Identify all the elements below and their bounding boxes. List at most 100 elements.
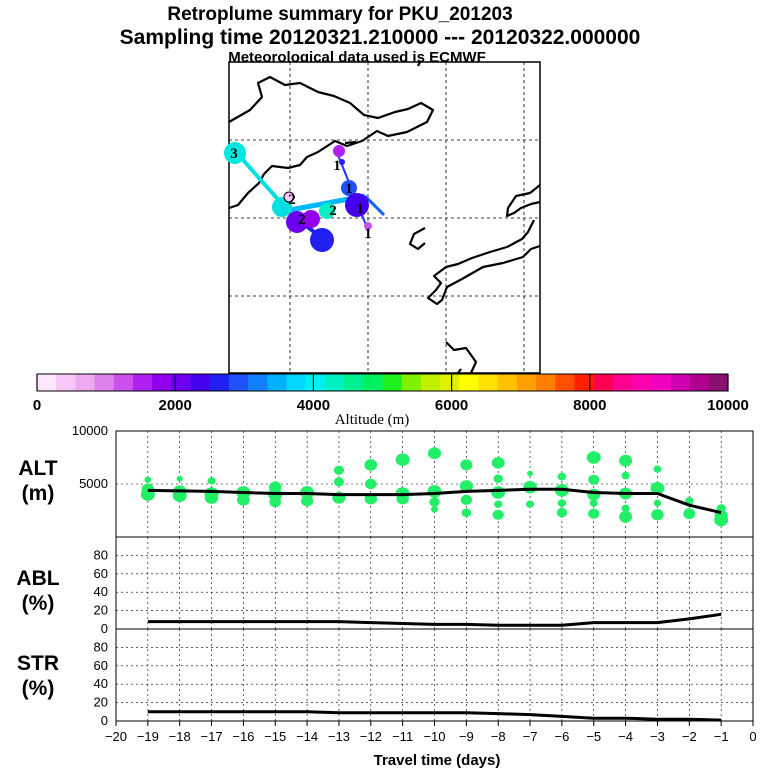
scatter-point bbox=[176, 475, 183, 482]
scatter-point bbox=[653, 499, 662, 507]
scatter-point bbox=[204, 491, 219, 504]
colorbar-swatch bbox=[324, 374, 345, 391]
scatter-point bbox=[460, 494, 473, 505]
colorbar-ticks: 0 2000 4000 6000 8000 10000 bbox=[33, 374, 749, 414]
series-line bbox=[147, 710, 722, 722]
y-tick-label: 80 bbox=[94, 547, 108, 562]
day-marker: 1 bbox=[356, 201, 364, 217]
scatter-point bbox=[557, 499, 567, 507]
y-tick-label: 60 bbox=[94, 566, 108, 581]
scatter-point bbox=[427, 447, 442, 460]
x-tick-label: −2 bbox=[682, 729, 697, 744]
colorbar-swatch bbox=[56, 374, 76, 391]
scatter-point bbox=[526, 500, 535, 508]
x-tick-label: −1 bbox=[714, 729, 729, 744]
map-gridlines bbox=[229, 62, 540, 373]
scatter-point bbox=[621, 504, 630, 513]
colorbar-swatch bbox=[382, 374, 403, 391]
colorbar-swatch bbox=[593, 374, 614, 391]
scatter-point bbox=[333, 477, 345, 487]
plume-dot bbox=[302, 210, 320, 228]
altitude-colorbar bbox=[37, 374, 729, 391]
day-marker: 3 bbox=[230, 146, 238, 162]
y-tick-label: 5000 bbox=[79, 476, 108, 491]
day-marker: 2 bbox=[298, 212, 306, 228]
colorbar-tick-label: 0 bbox=[33, 397, 41, 414]
scatter-point bbox=[653, 465, 662, 473]
scatter-point bbox=[588, 508, 600, 519]
trajectory-segment bbox=[363, 194, 386, 217]
scatter-point bbox=[494, 500, 503, 508]
scatter-point bbox=[268, 481, 282, 493]
str-panel-unit: (%) bbox=[22, 677, 55, 700]
colorbar-swatch bbox=[536, 374, 556, 391]
colorbar-swatch bbox=[305, 374, 326, 391]
colorbar-swatch bbox=[94, 374, 115, 391]
colorbar-swatch bbox=[708, 374, 729, 391]
map-coastlines bbox=[228, 61, 541, 374]
colorbar-tick-label: 8000 bbox=[573, 397, 606, 414]
scatter-point bbox=[460, 459, 473, 471]
trajectory-segment bbox=[234, 150, 284, 206]
x-tick-label: −5 bbox=[586, 729, 601, 744]
colorbar-swatch bbox=[113, 374, 134, 391]
y-tick-label: 0 bbox=[101, 713, 108, 728]
plume-dot bbox=[319, 203, 335, 219]
colorbar-tick-label: 2000 bbox=[159, 397, 192, 414]
scatter-point bbox=[619, 510, 633, 523]
day-marker: 2 bbox=[329, 203, 337, 219]
scatter-point bbox=[589, 499, 598, 507]
y-tick-label: 60 bbox=[94, 658, 108, 673]
scatter-point bbox=[527, 470, 534, 477]
scatter-point bbox=[427, 485, 442, 498]
colorbar-swatch bbox=[401, 374, 422, 391]
colorbar-swatch bbox=[440, 374, 460, 391]
scatter-point bbox=[269, 496, 282, 508]
scatter-point bbox=[493, 474, 503, 484]
colorbar-swatch bbox=[190, 374, 211, 391]
scatter-point bbox=[172, 489, 187, 502]
scatter-point bbox=[365, 478, 377, 490]
colorbar-swatch bbox=[152, 374, 172, 391]
x-tick-label: −4 bbox=[618, 729, 633, 744]
y-tick-label: 40 bbox=[94, 584, 108, 599]
scatter-point bbox=[557, 472, 567, 481]
y-tick-label: 80 bbox=[94, 639, 108, 654]
day-marker: 2 bbox=[288, 192, 296, 208]
scatter-point bbox=[523, 480, 537, 494]
colorbar-swatch bbox=[344, 374, 364, 391]
series-line bbox=[147, 487, 722, 515]
colorbar-swatch bbox=[651, 374, 671, 391]
colorbar-swatch bbox=[612, 374, 633, 391]
x-tick-label: −9 bbox=[459, 729, 474, 744]
colorbar-swatch bbox=[37, 374, 57, 391]
scatter-point bbox=[461, 508, 472, 517]
x-tick-label: −10 bbox=[423, 729, 445, 744]
day-marker: 1 bbox=[333, 158, 341, 174]
panel-alt: 10000 5000 bbox=[72, 423, 754, 538]
colorbar-swatch bbox=[516, 374, 537, 391]
colorbar-swatch bbox=[132, 374, 153, 391]
colorbar-tick-label: 10000 bbox=[707, 397, 749, 414]
x-tick-label: −6 bbox=[554, 729, 569, 744]
plume-dot bbox=[341, 180, 357, 196]
x-tick-label: −14 bbox=[296, 729, 318, 744]
title-line-2: Sampling time 20120321.210000 --- 201203… bbox=[120, 26, 641, 49]
colorbar-swatch bbox=[459, 374, 479, 391]
title-line-1: Retroplume summary for PKU_201203 bbox=[167, 4, 512, 25]
scatter-point bbox=[491, 457, 505, 469]
scatter-point bbox=[207, 477, 216, 485]
colorbar-swatch bbox=[248, 374, 268, 391]
alt-panel-label: ALT bbox=[18, 457, 57, 480]
x-tick-label: 0 bbox=[749, 729, 756, 744]
scatter-point bbox=[431, 506, 438, 513]
y-tick-label: 20 bbox=[94, 695, 108, 710]
scatter-point bbox=[144, 476, 152, 483]
y-tick-label: 0 bbox=[101, 621, 108, 636]
colorbar-swatch bbox=[286, 374, 307, 391]
plume-dot bbox=[283, 191, 295, 203]
plume-dot bbox=[224, 142, 246, 164]
x-tick-label: −13 bbox=[328, 729, 350, 744]
